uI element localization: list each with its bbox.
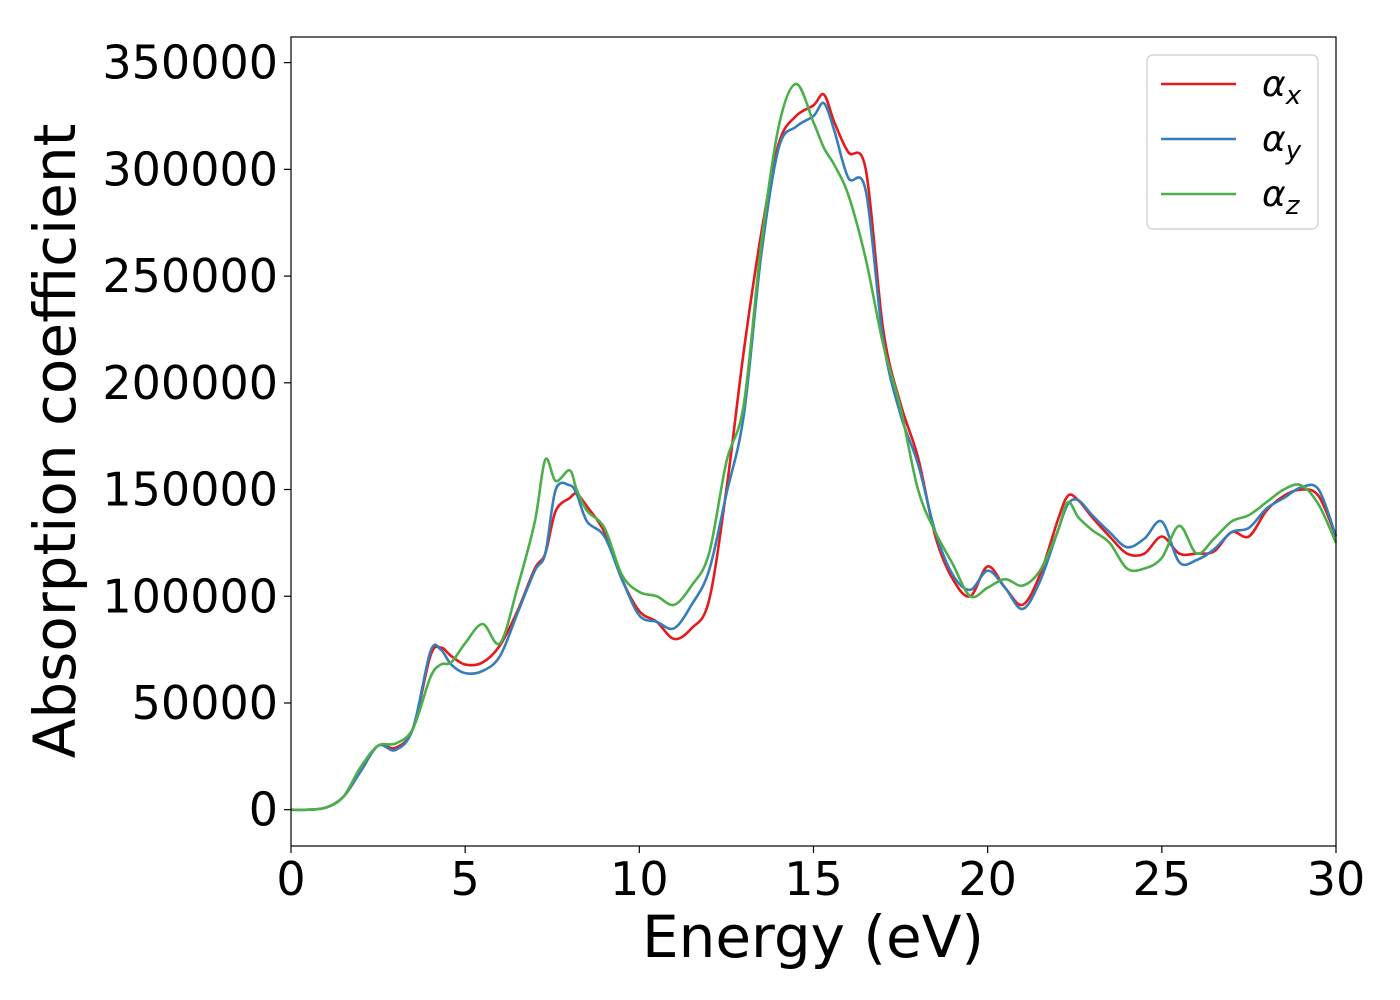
legend-label-y: αy [1262,119,1302,166]
y-tick-label: 50000 [132,676,278,730]
legend-label-subscript: y [1285,136,1302,166]
x-tick-label: 10 [610,852,669,906]
series-line-z [290,82,1338,812]
legend-label-subscript: x [1285,81,1302,111]
legend-label-x: αx [1262,64,1302,111]
y-axis-ticks: 0 50000 100000 150000 200000 250000 300000 3500… [102,36,291,837]
y-tick-label: 250000 [102,249,278,303]
y-axis-title: Absorption coefficient [21,124,89,759]
x-axis-ticks: 0 5 10 15 20 25 30 [276,846,1365,906]
series-lines [290,82,1338,812]
y-tick-label: 0 [249,783,278,837]
legend-label-subscript: z [1285,191,1301,221]
y-tick-label: 150000 [102,463,278,517]
series-line-y [290,101,1338,812]
legend-label-main: α [1262,119,1286,160]
x-tick-label: 0 [276,852,305,906]
x-tick-label: 30 [1307,852,1366,906]
y-tick-label: 300000 [102,142,278,196]
series-line-x [290,92,1338,812]
x-tick-label: 15 [784,852,843,906]
legend-label-z: αz [1262,174,1301,221]
y-tick-label: 350000 [102,36,278,90]
x-tick-label: 20 [958,852,1017,906]
legend-label-main: α [1262,64,1286,105]
y-tick-label: 100000 [102,569,278,623]
x-tick-label: 5 [451,852,480,906]
legend-label-main: α [1262,174,1286,215]
legend-box [1146,54,1319,230]
y-tick-label: 200000 [102,356,278,410]
x-tick-label: 25 [1133,852,1192,906]
x-axis-title: Energy (eV) [642,903,984,971]
